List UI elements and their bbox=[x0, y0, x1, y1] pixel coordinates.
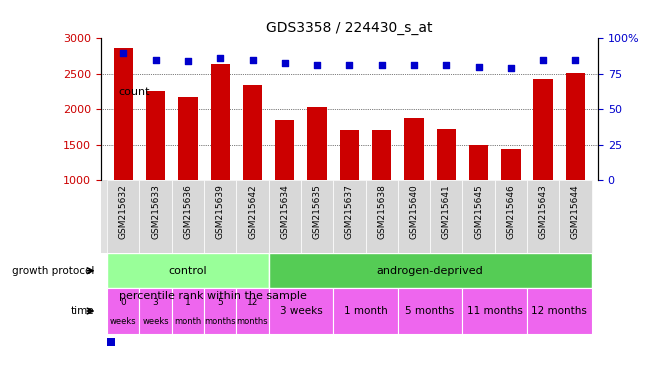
Bar bbox=[566, 73, 585, 180]
Bar bbox=[107, 253, 268, 288]
Point bbox=[312, 62, 322, 68]
Bar bbox=[559, 180, 592, 253]
Bar bbox=[333, 180, 365, 253]
Point bbox=[538, 56, 549, 63]
Text: GSM215643: GSM215643 bbox=[539, 184, 547, 239]
Text: 5: 5 bbox=[217, 298, 223, 307]
Bar bbox=[243, 85, 262, 180]
Bar bbox=[398, 180, 430, 253]
Text: 12: 12 bbox=[247, 298, 258, 307]
Bar bbox=[365, 180, 398, 253]
Text: GSM215634: GSM215634 bbox=[280, 184, 289, 239]
Bar bbox=[107, 288, 140, 334]
Bar bbox=[237, 288, 268, 334]
Text: 3 weeks: 3 weeks bbox=[280, 306, 322, 316]
Bar bbox=[140, 180, 172, 253]
Text: GSM215638: GSM215638 bbox=[377, 184, 386, 239]
Bar bbox=[372, 130, 391, 180]
Text: GSM215639: GSM215639 bbox=[216, 184, 225, 239]
Point bbox=[473, 64, 484, 70]
Bar bbox=[398, 288, 462, 334]
Point bbox=[506, 65, 516, 71]
Point bbox=[376, 62, 387, 68]
Bar bbox=[430, 180, 462, 253]
Bar bbox=[469, 145, 488, 180]
Bar bbox=[333, 288, 398, 334]
Bar bbox=[107, 8, 116, 180]
Bar bbox=[404, 118, 424, 180]
Point bbox=[409, 62, 419, 68]
Point bbox=[570, 56, 580, 63]
Point bbox=[247, 56, 257, 63]
Text: 11 months: 11 months bbox=[467, 306, 523, 316]
Text: growth protocol: growth protocol bbox=[12, 266, 94, 276]
Text: GSM215636: GSM215636 bbox=[183, 184, 192, 239]
Text: GSM215644: GSM215644 bbox=[571, 184, 580, 239]
Text: 0: 0 bbox=[120, 298, 126, 307]
Bar bbox=[268, 288, 333, 334]
Text: GSM215645: GSM215645 bbox=[474, 184, 483, 239]
Text: GSM215633: GSM215633 bbox=[151, 184, 160, 239]
Text: GSM215641: GSM215641 bbox=[442, 184, 450, 239]
Bar bbox=[462, 288, 527, 334]
Point bbox=[441, 62, 452, 68]
Point bbox=[215, 55, 226, 61]
Text: 5 months: 5 months bbox=[406, 306, 455, 316]
Bar bbox=[114, 48, 133, 180]
Text: GSM215640: GSM215640 bbox=[410, 184, 419, 239]
Point bbox=[183, 58, 193, 64]
Bar bbox=[275, 120, 294, 180]
Bar bbox=[268, 180, 301, 253]
Bar bbox=[146, 91, 165, 180]
Bar bbox=[107, 180, 140, 253]
Text: count: count bbox=[119, 87, 150, 97]
Text: percentile rank within the sample: percentile rank within the sample bbox=[119, 291, 307, 301]
Text: 12 months: 12 months bbox=[531, 306, 587, 316]
Text: control: control bbox=[168, 266, 207, 276]
Bar bbox=[140, 288, 172, 334]
Bar bbox=[527, 288, 592, 334]
Text: GSM215632: GSM215632 bbox=[119, 184, 128, 239]
Text: months: months bbox=[204, 317, 236, 326]
Bar bbox=[204, 180, 237, 253]
Text: androgen-deprived: androgen-deprived bbox=[377, 266, 484, 276]
Text: time: time bbox=[71, 306, 94, 316]
Point bbox=[150, 56, 161, 63]
Point bbox=[280, 60, 290, 66]
Bar bbox=[534, 79, 552, 180]
Bar bbox=[107, 211, 116, 346]
Text: weeks: weeks bbox=[110, 317, 136, 326]
Bar bbox=[340, 130, 359, 180]
Bar bbox=[211, 64, 230, 180]
Text: months: months bbox=[237, 317, 268, 326]
Text: GSM215646: GSM215646 bbox=[506, 184, 515, 239]
Bar bbox=[301, 180, 333, 253]
Point bbox=[118, 50, 129, 56]
Bar bbox=[495, 180, 527, 253]
Bar bbox=[501, 149, 521, 180]
Bar bbox=[178, 97, 198, 180]
Text: month: month bbox=[174, 317, 202, 326]
Bar bbox=[172, 288, 204, 334]
Text: GSM215637: GSM215637 bbox=[345, 184, 354, 239]
Bar bbox=[462, 180, 495, 253]
Text: GSM215642: GSM215642 bbox=[248, 184, 257, 239]
Bar bbox=[268, 253, 592, 288]
Text: weeks: weeks bbox=[142, 317, 169, 326]
Bar bbox=[237, 180, 268, 253]
Bar bbox=[307, 107, 327, 180]
Bar bbox=[437, 129, 456, 180]
Point bbox=[344, 62, 355, 68]
Bar bbox=[172, 180, 204, 253]
Text: GSM215635: GSM215635 bbox=[313, 184, 322, 239]
Text: 1 month: 1 month bbox=[344, 306, 387, 316]
Title: GDS3358 / 224430_s_at: GDS3358 / 224430_s_at bbox=[266, 21, 433, 35]
Text: 1: 1 bbox=[185, 298, 191, 307]
Bar bbox=[527, 180, 559, 253]
Bar bbox=[204, 288, 237, 334]
Text: 3: 3 bbox=[153, 298, 159, 307]
